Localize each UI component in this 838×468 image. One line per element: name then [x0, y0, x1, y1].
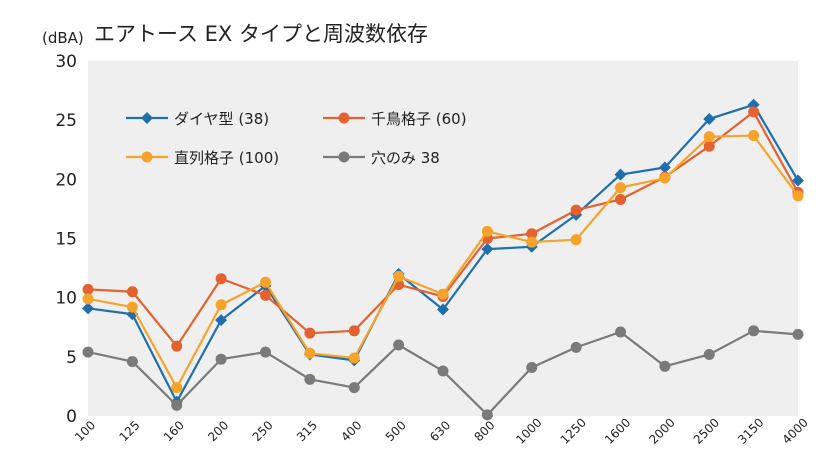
data-point: [82, 302, 94, 315]
data-point: [82, 283, 94, 295]
legend-label: 穴のみ 38: [371, 149, 440, 167]
data-point: [748, 130, 760, 142]
data-point: [393, 270, 405, 282]
data-point: [126, 356, 138, 368]
legend: ダイヤ型 (38) 千鳥格子 (60) 直列格子 (100) 穴のみ 38: [126, 110, 467, 167]
y-tick-label: 15: [55, 230, 77, 250]
data-point: [615, 326, 626, 338]
x-tick-label: 400: [338, 418, 364, 444]
data-point: [615, 193, 626, 205]
data-point: [481, 243, 494, 256]
data-point: [437, 365, 449, 377]
y-axis-unit-label: (dBA): [42, 29, 84, 47]
series-4: [82, 325, 804, 421]
data-point: [260, 289, 271, 301]
series-3: [82, 130, 804, 394]
x-tick-label: 2500: [691, 415, 722, 446]
legend-item: 千鳥格子 (60): [323, 110, 467, 128]
y-tick-label: 30: [55, 52, 77, 72]
x-tick-label: 3150: [735, 415, 766, 446]
y-tick-label: 5: [66, 348, 77, 368]
data-point: [659, 360, 671, 372]
data-point: [304, 327, 316, 339]
x-tick-label: 800: [471, 418, 497, 444]
data-point: [215, 299, 227, 311]
y-tick-label: 20: [55, 170, 77, 190]
data-point: [171, 340, 183, 352]
data-point: [437, 303, 449, 316]
data-point: [304, 347, 316, 359]
data-point: [304, 373, 316, 385]
data-point: [526, 228, 538, 240]
legend-item: ダイヤ型 (38): [126, 110, 269, 128]
data-point: [393, 339, 405, 351]
data-point: [748, 106, 760, 118]
data-point: [126, 286, 138, 298]
legend-label: 直列格子 (100): [174, 149, 279, 167]
series-layer: [82, 98, 804, 421]
data-point: [570, 204, 582, 216]
data-point: [526, 361, 538, 373]
data-point: [792, 328, 804, 340]
x-tick-label: 1600: [602, 415, 633, 446]
y-axis-ticks: 0 5 10 15 20 25 30: [55, 52, 77, 427]
data-point: [615, 182, 626, 194]
data-point: [215, 314, 228, 327]
legend-label: ダイヤ型 (38): [174, 110, 269, 128]
legend-label: 千鳥格子 (60): [371, 110, 467, 128]
data-point: [260, 276, 271, 288]
x-tick-label: 2000: [646, 415, 677, 446]
data-point: [215, 353, 227, 365]
data-point: [792, 190, 804, 202]
x-tick-label: 315: [294, 418, 320, 444]
x-tick-label: 125: [116, 418, 142, 444]
legend-item: 直列格子 (100): [126, 149, 279, 167]
x-tick-label: 1250: [558, 415, 589, 446]
data-point: [348, 325, 360, 337]
legend-marker: [141, 112, 153, 124]
data-point: [126, 301, 138, 313]
chart-title: エアトース EX タイプと周波数依存: [94, 22, 428, 46]
x-tick-label: 200: [205, 418, 231, 444]
data-point: [748, 325, 760, 337]
x-tick-label: 1000: [513, 415, 544, 446]
data-point: [526, 236, 538, 248]
data-point: [348, 352, 360, 364]
data-point: [82, 346, 94, 358]
x-tick-label: 630: [427, 418, 453, 444]
data-point: [614, 168, 627, 181]
x-axis-ticks: 100 125 160 200 250 315 400 500 630 800 1000 1250 16…: [72, 415, 811, 446]
data-point: [703, 348, 715, 360]
data-point: [215, 273, 227, 285]
y-tick-label: 10: [55, 289, 77, 309]
data-point: [703, 131, 715, 143]
data-point: [437, 288, 449, 300]
x-tick-label: 250: [250, 418, 276, 444]
data-point: [82, 293, 94, 305]
data-point: [570, 341, 582, 353]
data-point: [481, 409, 493, 421]
data-point: [703, 112, 716, 125]
data-point: [570, 234, 582, 246]
plot-area: [88, 61, 798, 416]
data-point: [703, 140, 715, 152]
legend-marker: [141, 151, 153, 163]
data-point: [659, 172, 671, 184]
x-tick-label: 500: [383, 418, 409, 444]
data-point: [658, 161, 671, 174]
data-point: [171, 382, 183, 394]
legend-item: 穴のみ 38: [323, 149, 440, 167]
legend-marker: [338, 151, 350, 163]
data-point: [171, 399, 183, 411]
x-tick-label: 4000: [779, 415, 810, 446]
data-point: [481, 225, 493, 237]
y-tick-label: 25: [55, 111, 77, 131]
y-tick-label: 0: [66, 407, 77, 427]
x-tick-label: 160: [161, 418, 187, 444]
legend-marker: [338, 112, 350, 124]
data-point: [792, 174, 804, 187]
data-point: [260, 346, 271, 358]
data-point: [348, 382, 360, 394]
